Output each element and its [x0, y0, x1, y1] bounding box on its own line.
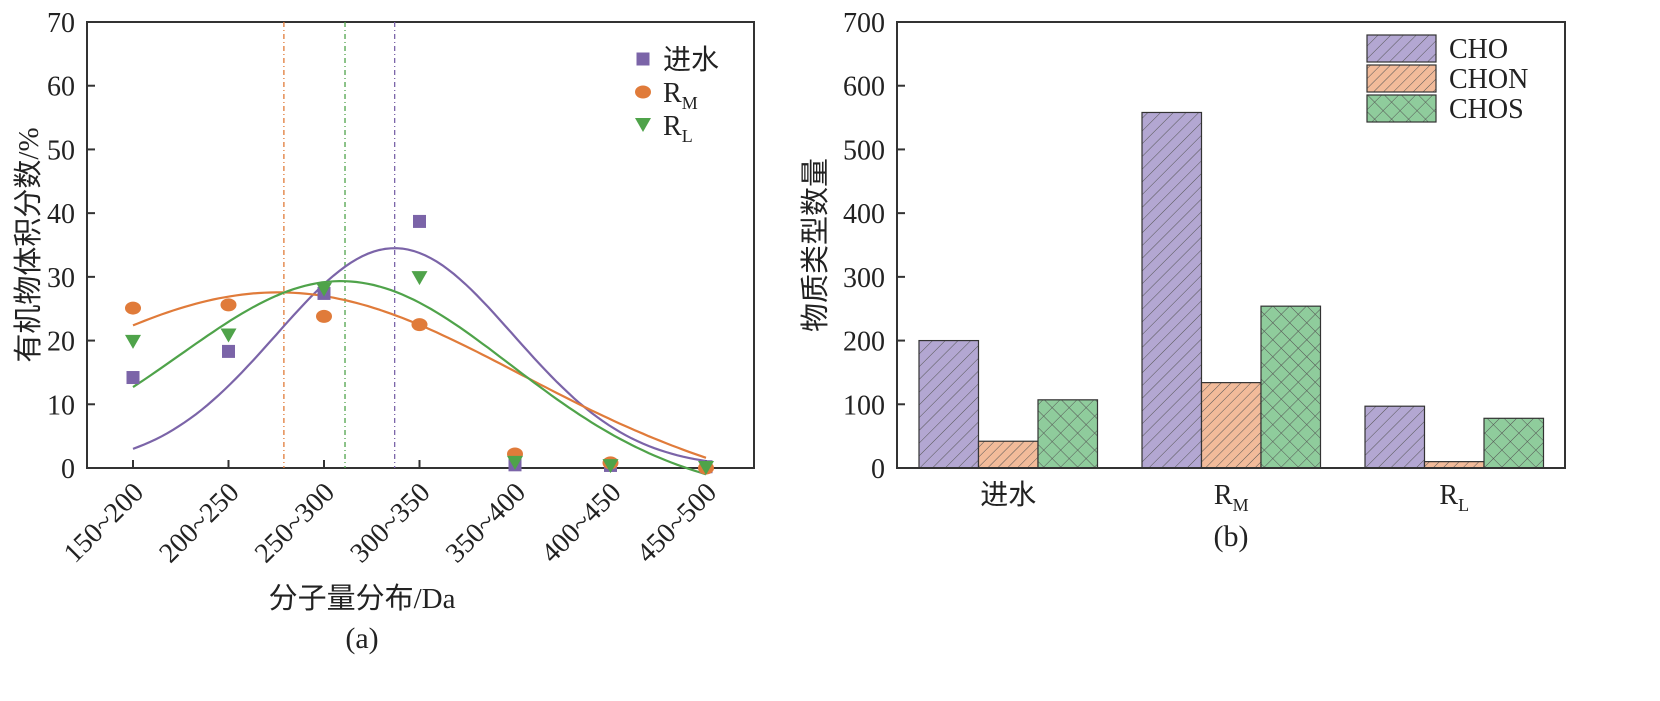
x-tick-label-a: 300~350	[344, 477, 436, 569]
plot-frame-b	[896, 21, 1566, 469]
fit-curve	[132, 279, 707, 476]
x-tick-label-a: 400~450	[535, 477, 627, 569]
data-point	[316, 309, 332, 323]
y-tick-label-a: 40	[47, 199, 75, 230]
legend-label: CHON	[1449, 64, 1528, 95]
data-points-a	[125, 214, 714, 475]
data-point	[220, 298, 237, 312]
data-point	[411, 318, 428, 332]
bar-hatch	[1037, 399, 1099, 469]
y-tick-label-b: 400	[843, 199, 885, 230]
y-tick-label-a: 70	[47, 8, 75, 39]
x-tick-label-a: 350~400	[440, 477, 532, 569]
legend-label: 进水	[663, 44, 719, 76]
y-axis-label-a: 有机物体积分数/%	[12, 127, 45, 362]
fit-curve	[132, 247, 707, 463]
bar-hatch	[1483, 417, 1545, 469]
axis-ticks-b: 0 100 200 300 400 500 600 700 进水 RM RL	[843, 8, 1469, 515]
y-tick-label-a: 30	[47, 263, 75, 294]
y-tick-label-b: 700	[843, 8, 885, 39]
x-tick-label-a: 450~500	[631, 477, 723, 569]
y-tick-label-b: 600	[843, 72, 885, 103]
panel-label-b: (b)	[1214, 520, 1249, 553]
x-tick-label-b: RM	[1214, 480, 1249, 515]
data-point	[411, 271, 428, 286]
y-tick-label-a: 50	[47, 135, 75, 166]
chart-panel-b: 0 100 200 300 400 500 600 700 进水 RM RL CHOCHONCHOS…	[799, 8, 1566, 553]
x-tick-label-a: 250~300	[249, 477, 341, 569]
legend-marker	[635, 85, 651, 99]
x-tick-label-b: RL	[1439, 480, 1469, 515]
y-axis-label-b: 物质类型数量	[799, 158, 832, 332]
y-tick-label-a: 0	[61, 454, 75, 485]
data-point	[507, 455, 523, 470]
legend-swatch-hatch	[1366, 94, 1437, 123]
bar-hatch	[977, 440, 1039, 469]
bar-hatch	[1200, 382, 1262, 469]
legend-label: CHO	[1449, 34, 1508, 65]
y-tick-label-b: 500	[843, 135, 885, 166]
bars-b	[918, 111, 1545, 469]
bar-hatch	[1141, 111, 1203, 469]
legend-label: RM	[663, 78, 698, 113]
x-tick-label-a: 200~250	[153, 477, 245, 569]
data-point	[316, 282, 332, 297]
y-tick-label-b: 0	[871, 454, 885, 485]
data-point	[125, 334, 141, 349]
x-tick-label-b: 进水	[980, 479, 1036, 511]
x-axis-label-a: 分子量分布/Da	[269, 582, 456, 615]
data-point	[413, 214, 426, 228]
y-tick-label-a: 20	[47, 327, 75, 358]
legend-swatch-hatch	[1366, 34, 1437, 63]
data-point	[222, 344, 235, 358]
data-point	[125, 301, 141, 315]
y-tick-label-b: 300	[843, 263, 885, 294]
data-point	[602, 459, 619, 474]
y-tick-label-b: 200	[843, 327, 885, 358]
y-tick-label-b: 100	[843, 390, 885, 421]
bar-hatch	[918, 339, 980, 469]
data-point	[698, 461, 714, 475]
legend-label: CHOS	[1449, 94, 1524, 125]
y-tick-label-a: 60	[47, 72, 75, 103]
plot-frame-a	[86, 21, 755, 469]
x-tick-label-a: 150~200	[58, 477, 150, 569]
legend-marker	[635, 118, 651, 132]
legend-marker	[636, 52, 650, 66]
data-point	[126, 371, 140, 385]
panel-label-a: (a)	[345, 622, 378, 655]
legend-label: RL	[663, 111, 693, 146]
y-tick-label-a: 10	[47, 390, 75, 421]
bar-hatch	[1364, 405, 1426, 469]
peak-lines-a	[283, 22, 396, 468]
bar-hatch	[1260, 305, 1322, 469]
chart-panel-a: 0 10 20 30 40 50 60 70 150~200 200~250 250~300 300~…	[12, 8, 755, 655]
data-point	[220, 328, 237, 343]
legend-swatch-hatch	[1366, 64, 1437, 93]
